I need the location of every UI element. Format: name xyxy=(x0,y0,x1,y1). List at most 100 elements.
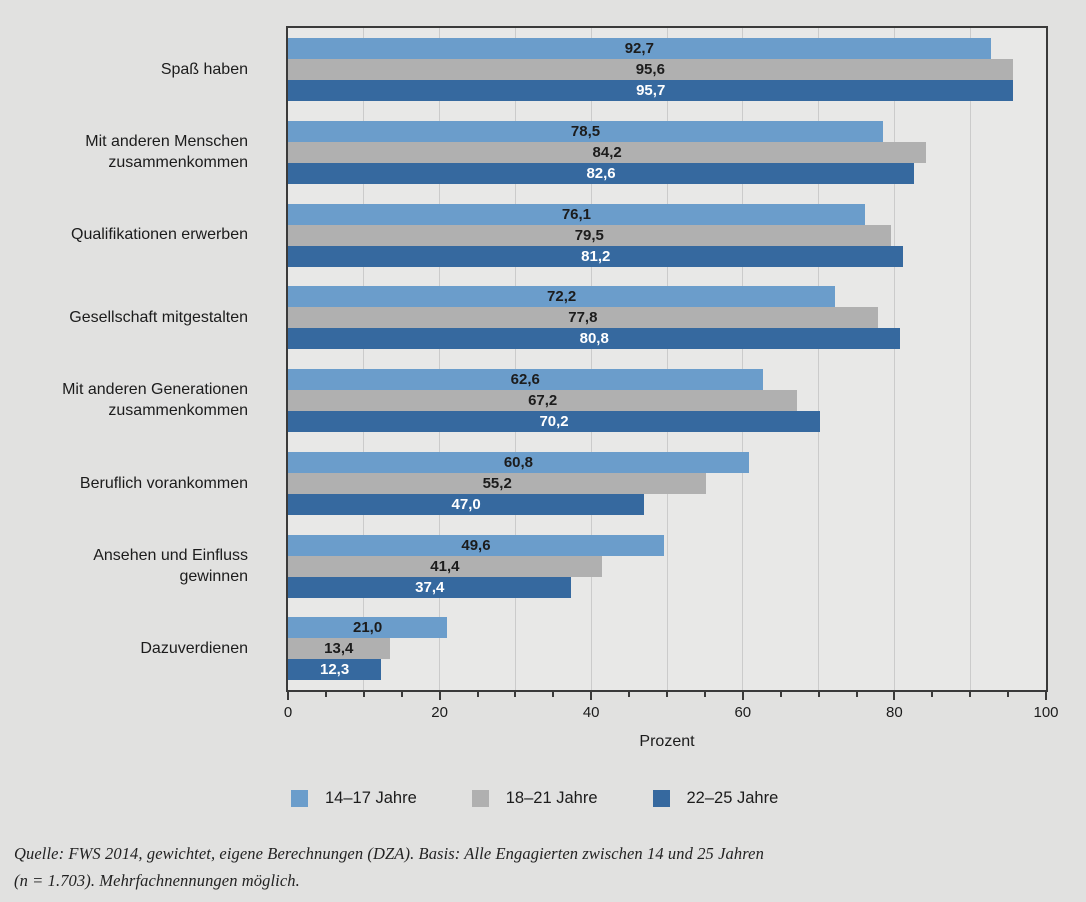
bar-value-label: 47,0 xyxy=(451,495,481,513)
tick-10 xyxy=(362,692,365,697)
legend-swatch-14-17 xyxy=(291,790,308,807)
x-axis-ticks xyxy=(287,692,1047,702)
gridline-40 xyxy=(590,28,592,690)
tick-0 xyxy=(287,692,289,700)
bar-18-21-group-5: 67,2 xyxy=(288,390,798,411)
bar-value-label: 12,3 xyxy=(320,661,350,679)
tick-30 xyxy=(514,692,517,697)
legend-label-22-25: 22–25 Jahre xyxy=(686,789,779,807)
gridline-70 xyxy=(818,28,820,690)
bar-18-21-group-2: 84,2 xyxy=(288,141,927,163)
bar-22-25-group-1: 95,7 xyxy=(288,80,1014,101)
bar-14-17-group-3: 76,1 xyxy=(288,203,865,225)
bar-value-label: 72,2 xyxy=(547,288,577,306)
bar-18-21-group-4: 77,8 xyxy=(288,307,878,329)
legend-label-14-17: 14–17 Jahre xyxy=(325,789,417,807)
category-label-4: Gesellschaft mitgestalten xyxy=(69,309,248,327)
bar-18-21-group-7: 41,4 xyxy=(288,555,602,577)
tick-100 xyxy=(1045,692,1047,700)
tick-65 xyxy=(779,692,782,697)
category-label-7: Ansehen und Einfluss gewinnen xyxy=(93,546,248,585)
bar-14-17-group-4: 72,2 xyxy=(288,286,836,308)
bar-group-3: 76,1 79,5 81,2 xyxy=(288,203,1046,267)
gridline-80 xyxy=(893,28,895,690)
bar-value-label: 60,8 xyxy=(503,453,534,471)
bar-value-label: 95,7 xyxy=(636,82,666,99)
gridline-10 xyxy=(363,28,365,690)
bar-value-label: 92,7 xyxy=(624,40,654,57)
bar-value-label: 95,6 xyxy=(635,61,665,78)
bar-value-label: 13,4 xyxy=(324,640,354,658)
legend-item-18-21: 18–21 Jahre xyxy=(471,789,598,808)
bar-group-7: 49,6 41,4 37,4 xyxy=(288,534,1046,598)
gridline-90 xyxy=(969,28,971,690)
tick-label-80: 80 xyxy=(886,704,903,721)
legend-item-22-25: 22–25 Jahre xyxy=(652,789,779,808)
legend-label-18-21: 18–21 Jahre xyxy=(505,789,598,807)
bar-value-label: 79,5 xyxy=(574,226,604,244)
tick-label-20: 20 xyxy=(431,704,448,721)
bar-14-17-group-6: 60,8 xyxy=(288,451,749,473)
bar-value-label: 76,1 xyxy=(561,205,592,223)
category-label-5: Mit anderen Generationen zusammenkommen xyxy=(62,381,248,420)
tick-40 xyxy=(590,692,593,700)
category-label-2: Mit anderen Menschen zusammenkommen xyxy=(85,133,248,172)
bar-value-label: 41,4 xyxy=(430,557,460,575)
tick-90 xyxy=(969,692,972,697)
category-axis-labels: Spaß haben Mit anderen Menschen zusammenk… xyxy=(0,28,274,690)
gridline-20 xyxy=(439,28,441,690)
bar-22-25-group-6: 47,0 xyxy=(288,493,645,515)
bar-22-25-group-2: 82,6 xyxy=(288,162,915,184)
x-axis-title: Prozent xyxy=(639,733,695,750)
plot-area: 92,7 95,6 95,7 78,5 84,2 82,6 76,1 79,5 81,2 72,2… xyxy=(286,26,1048,692)
gridline-30 xyxy=(514,28,516,690)
bar-value-label: 80,8 xyxy=(579,330,609,348)
bar-value-label: 81,2 xyxy=(581,247,611,265)
bar-group-4: 72,2 77,8 80,8 xyxy=(288,286,1046,350)
tick-5 xyxy=(324,692,327,697)
category-label-3: Qualifikationen erwerben xyxy=(71,226,248,244)
bar-18-21-group-1: 95,6 xyxy=(288,59,1013,80)
tick-label-60: 60 xyxy=(734,704,752,721)
bar-value-label: 21,0 xyxy=(352,619,383,637)
tick-60 xyxy=(741,692,744,700)
source-note-line2: (n = 1.703). Mehrfachnennungen möglich. xyxy=(14,871,300,890)
legend-item-14-17: 14–17 Jahre xyxy=(291,789,417,808)
tick-80 xyxy=(893,692,896,700)
tick-20 xyxy=(438,692,441,700)
bar-value-label: 77,8 xyxy=(568,309,598,327)
tick-15 xyxy=(400,692,403,697)
bar-value-label: 37,4 xyxy=(415,578,445,596)
bar-group-8: 21,0 13,4 12,3 xyxy=(288,617,1046,681)
gridline-60 xyxy=(742,28,744,690)
bar-group-1: 92,7 95,6 95,7 xyxy=(288,38,1046,101)
bar-14-17-group-8: 21,0 xyxy=(288,617,448,639)
bar-group-5: 62,6 67,2 70,2 xyxy=(288,369,1046,432)
tick-50 xyxy=(666,692,668,697)
bar-14-17-group-5: 62,6 xyxy=(288,369,763,390)
bar-22-25-group-5: 70,2 xyxy=(288,411,821,432)
source-note: Quelle: FWS 2014, gewichtet, eigene Bere… xyxy=(14,840,1064,894)
bar-22-25-group-7: 37,4 xyxy=(288,576,572,598)
bar-group-6: 60,8 55,2 47,0 xyxy=(288,451,1046,515)
bar-value-label: 49,6 xyxy=(461,536,491,554)
tick-45 xyxy=(628,692,631,697)
legend-swatch-22-25 xyxy=(652,790,670,807)
tick-label-100: 100 xyxy=(1033,704,1059,721)
bar-14-17-group-1: 92,7 xyxy=(288,38,991,59)
tick-95 xyxy=(1007,692,1010,697)
bar-value-label: 84,2 xyxy=(592,143,622,161)
bar-22-25-group-3: 81,2 xyxy=(288,245,904,267)
bar-22-25-group-4: 80,8 xyxy=(288,328,901,350)
category-label-1: Spaß haben xyxy=(160,60,248,78)
tick-35 xyxy=(552,692,555,697)
legend-swatch-18-21 xyxy=(471,790,489,807)
x-axis-tick-labels: 0 20 40 60 80 100 xyxy=(284,704,1059,722)
tick-55 xyxy=(703,692,706,697)
tick-85 xyxy=(931,692,934,697)
bar-18-21-group-6: 55,2 xyxy=(288,472,707,494)
category-label-6: Beruflich vorankommen xyxy=(79,474,248,492)
bar-14-17-group-2: 78,5 xyxy=(288,120,884,142)
bar-group-2: 78,5 84,2 82,6 xyxy=(288,120,1046,184)
